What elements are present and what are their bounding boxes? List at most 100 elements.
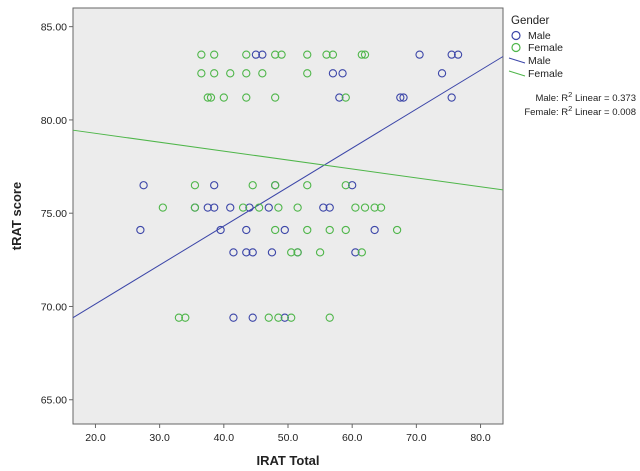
female-point — [341, 93, 350, 102]
male-point — [248, 313, 257, 322]
male-point — [437, 69, 447, 78]
male-point — [396, 93, 405, 102]
female-point — [341, 181, 350, 190]
data-points — [136, 50, 463, 322]
female-point — [287, 313, 296, 322]
female-point — [322, 50, 331, 59]
x-tick-label: 20.0 — [85, 432, 106, 444]
male-point — [245, 203, 254, 212]
axes: 20.0 30.0 40.0 50.0 60.0 70.0 80.0 65.00 70.00 75… — [41, 22, 491, 444]
male-legend-marker — [511, 30, 521, 41]
male-point — [139, 181, 148, 190]
y-tick-label: 65.00 — [41, 395, 67, 407]
male-point — [328, 69, 338, 78]
y-tick-label: 80.00 — [41, 115, 67, 127]
male-point — [453, 50, 463, 59]
male-point — [136, 225, 145, 235]
female-r-squared: Female: R2 Linear = 0.008 — [524, 104, 636, 118]
female-point — [274, 203, 283, 212]
male-point — [415, 50, 424, 59]
plot-area — [72, 7, 504, 425]
female-point — [328, 50, 338, 59]
x-tick-label: 70.0 — [406, 432, 427, 444]
female-point — [203, 93, 212, 102]
female-point — [325, 225, 334, 235]
female-point — [271, 225, 280, 235]
female-point — [293, 203, 302, 212]
female-fit-line — [72, 129, 504, 191]
y-tick-label: 85.00 — [41, 22, 67, 34]
female-point — [210, 50, 219, 59]
female-point — [271, 50, 280, 59]
female-point — [264, 313, 273, 322]
legend-title: Gender — [511, 15, 550, 27]
female-point — [174, 313, 184, 322]
female-point — [242, 50, 251, 59]
fit-lines — [72, 56, 504, 319]
female-point — [197, 69, 206, 78]
female-point — [271, 93, 280, 102]
y-tick-label: 70.00 — [41, 301, 67, 313]
male-point — [319, 203, 328, 212]
x-tick-label: 60.0 — [342, 432, 363, 444]
male-point — [335, 93, 344, 102]
x-tick-label: 40.0 — [214, 432, 235, 444]
x-tick-label: 30.0 — [149, 432, 170, 444]
male-point — [226, 203, 235, 212]
female-point — [226, 69, 235, 78]
male-point — [248, 248, 257, 257]
male-point — [242, 248, 251, 257]
y-axis-title: tRAT score — [9, 182, 24, 250]
female-legend-marker — [511, 42, 521, 53]
male-point — [258, 50, 267, 59]
female-point — [360, 203, 370, 212]
male-point — [210, 181, 219, 190]
female-point — [287, 248, 296, 257]
female-point — [315, 248, 325, 257]
female-point — [158, 203, 168, 212]
female-point — [303, 69, 312, 78]
legend-label: Female — [528, 42, 563, 54]
male-point — [370, 225, 379, 235]
male-fit-line — [72, 56, 504, 319]
female-point — [181, 313, 190, 322]
female-point — [341, 225, 350, 235]
female-point — [197, 50, 206, 59]
male-point — [447, 50, 456, 59]
male-point — [242, 225, 251, 235]
male-point — [251, 50, 261, 59]
female-point — [376, 203, 386, 212]
female-point — [219, 93, 228, 102]
x-tick-label: 50.0 — [278, 432, 299, 444]
x-axis-title: IRAT Total — [256, 453, 319, 468]
female-point — [370, 203, 379, 212]
female-point — [190, 203, 200, 212]
male-point — [338, 69, 347, 78]
male-point — [264, 203, 273, 212]
female-point — [206, 93, 216, 102]
female-point — [303, 225, 312, 235]
female-point — [360, 50, 370, 59]
legend-label: Male — [528, 55, 551, 67]
male-point — [351, 248, 360, 257]
female-point — [242, 69, 251, 78]
male-point — [203, 203, 212, 212]
male-point — [210, 203, 219, 212]
female-legend-line — [508, 70, 526, 77]
male-point — [229, 248, 238, 257]
female-point — [357, 248, 366, 257]
female-point — [351, 203, 360, 212]
legend-label: Male — [528, 30, 551, 42]
female-point — [242, 93, 251, 102]
female-point — [303, 181, 312, 190]
female-point — [238, 203, 248, 212]
male-point — [216, 225, 225, 235]
male-r-squared: Male: R2 Linear = 0.373 — [535, 90, 636, 104]
female-point — [293, 248, 302, 257]
male-point — [348, 181, 357, 190]
male-point — [280, 225, 289, 235]
female-point — [248, 181, 257, 190]
